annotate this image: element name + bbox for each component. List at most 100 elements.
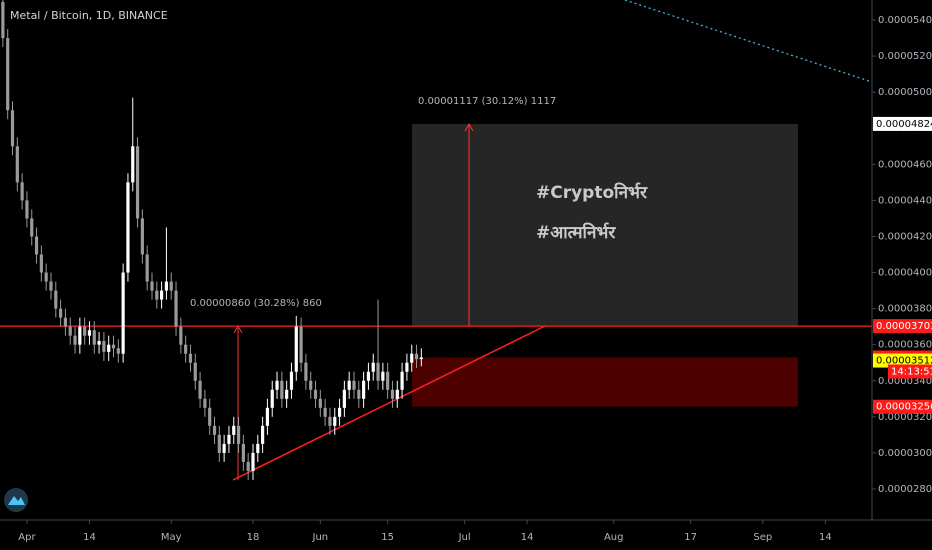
candle-body <box>285 389 289 399</box>
x-tick-label: 17 <box>684 532 697 543</box>
candle-body <box>169 281 173 291</box>
candle-body <box>309 380 313 390</box>
price-label-bg <box>873 319 932 334</box>
candle-body <box>318 398 322 408</box>
candle-body <box>30 218 34 237</box>
candle-body <box>164 281 169 291</box>
candle-body <box>217 434 221 453</box>
candle-body <box>419 357 423 360</box>
x-tick-label: 18 <box>247 532 260 543</box>
countdown-bg <box>888 364 932 379</box>
candle-body <box>400 371 404 390</box>
candle-body <box>386 371 390 390</box>
candle-body <box>241 443 245 462</box>
y-tick-label: 0.00005400 <box>878 15 932 26</box>
support-trend-line <box>232 325 546 481</box>
candle-body <box>15 146 19 183</box>
price-label: 0.00003703 <box>876 321 932 332</box>
position-zone <box>412 123 798 327</box>
zones <box>0 123 872 407</box>
x-tick-label: May <box>161 532 182 543</box>
x-tick-label: Sep <box>753 532 772 543</box>
x-tick-label: Apr <box>18 532 36 543</box>
candles <box>1 0 423 480</box>
candle-body <box>131 146 135 183</box>
candle-body <box>289 371 294 390</box>
candle-body <box>44 272 48 282</box>
candle-body <box>92 330 96 345</box>
price-label: 0.00003256 <box>876 402 932 413</box>
x-tick-label: Jul <box>458 532 471 543</box>
candle-body <box>188 353 193 363</box>
candle-body <box>381 371 385 381</box>
candle-body <box>126 182 130 273</box>
candle-body <box>10 110 15 147</box>
candle-body <box>121 272 125 354</box>
candle-body <box>323 407 327 417</box>
candle-body <box>347 380 351 390</box>
measure-label: 0.00000860 (30.28%) 860 <box>190 298 322 309</box>
price-label-bg <box>873 116 932 131</box>
candle-body <box>294 326 298 372</box>
x-tick-label: 14 <box>819 532 832 543</box>
price-label: 0.00003512 <box>876 356 932 367</box>
candle-body <box>313 389 318 399</box>
candle-body <box>140 218 144 255</box>
x-tick-label: Aug <box>604 532 624 543</box>
candle-body <box>222 443 226 453</box>
candle-body <box>275 380 279 390</box>
candle-body <box>357 389 361 399</box>
candle-body <box>78 326 82 345</box>
candle-body <box>107 344 111 352</box>
candle-body <box>179 326 183 345</box>
candle-body <box>410 353 414 363</box>
candle-body <box>68 326 72 336</box>
candle-body <box>6 38 10 111</box>
candle-body <box>184 344 188 354</box>
x-tick-label: 14 <box>83 532 96 543</box>
candle-body <box>337 407 342 417</box>
annotation: #आत्मनिर्भर <box>536 222 616 243</box>
candle-body <box>150 281 154 291</box>
candle-body <box>256 443 260 453</box>
candle-body <box>135 146 140 219</box>
position-zone <box>412 357 798 407</box>
x-tick-label: 14 <box>521 532 534 543</box>
arrow-head <box>464 122 474 132</box>
candle-body <box>111 344 116 349</box>
candle-body <box>270 389 274 408</box>
candle-body <box>251 452 255 471</box>
logo-icon <box>8 496 25 505</box>
candle-body <box>208 407 212 426</box>
candle-body <box>193 362 197 381</box>
candle-body <box>203 398 207 408</box>
candle-body <box>299 326 303 363</box>
candle-body <box>246 461 250 471</box>
x-tick-label: 15 <box>381 532 394 543</box>
candle-body <box>174 290 178 327</box>
candle-body <box>280 380 284 399</box>
candle-body <box>102 341 106 352</box>
candle-body <box>236 425 241 444</box>
candle-body <box>212 425 217 435</box>
trend-line-dotted <box>624 0 873 83</box>
candle-body <box>304 362 308 381</box>
price-label: 0.00004824 <box>876 119 932 130</box>
candle-body <box>227 434 231 444</box>
candle-body <box>362 380 366 399</box>
candle-body <box>265 407 270 426</box>
candle-body <box>25 200 29 219</box>
candle-body <box>376 362 380 381</box>
candle-body <box>1 1 5 39</box>
price-label-bg <box>873 353 932 368</box>
candle-body <box>328 416 332 426</box>
countdown: 14:13:51 <box>891 366 932 377</box>
